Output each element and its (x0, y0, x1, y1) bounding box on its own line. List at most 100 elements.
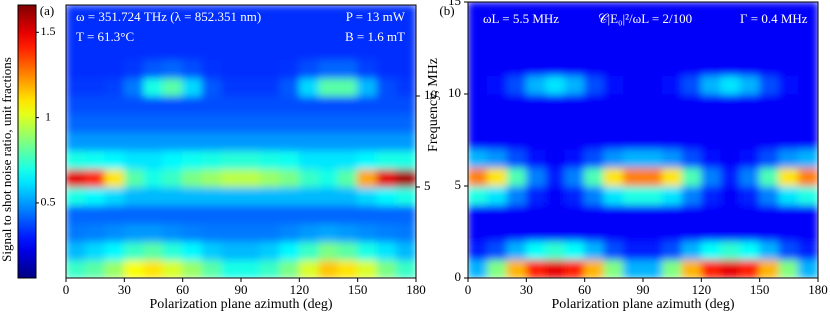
heatmap-cell (739, 167, 761, 187)
colorbar (17, 4, 37, 279)
heatmap-cell (376, 222, 398, 243)
heatmap-cell (396, 77, 416, 97)
heatmap-cell (642, 148, 663, 169)
heatmap-cell (259, 259, 281, 278)
heatmap-cell (182, 113, 203, 133)
heatmap-cell (603, 185, 625, 205)
heatmap-cell (525, 259, 547, 278)
heatmap-cell (143, 259, 164, 278)
heatmap-cell (468, 2, 488, 21)
heatmap-cell (778, 148, 800, 169)
heatmap-cell (506, 56, 527, 77)
heatmap-cell (318, 131, 339, 152)
heatmap-cell (182, 150, 203, 170)
heatmap-cell (201, 22, 223, 42)
heatmap-cell (739, 93, 761, 113)
heatmap-cell (279, 222, 300, 243)
heatmap-cell (778, 167, 800, 187)
colorbar-tick-label: 0.5 (41, 195, 56, 209)
heatmap-cell (798, 111, 818, 132)
annotation: T = 61.3°C (76, 29, 134, 44)
heatmap-cell (279, 186, 300, 206)
heatmap-cell (720, 19, 741, 40)
heatmap-cell (376, 204, 398, 224)
heatmap-cell (298, 59, 320, 79)
heatmap-cell (396, 59, 416, 79)
heatmap-cell (564, 148, 586, 169)
heatmap-cell (681, 130, 702, 150)
heatmap-cell (143, 131, 164, 152)
heatmap-cell (525, 203, 547, 224)
heatmap-cell (221, 5, 242, 24)
heatmap-cell (584, 75, 605, 95)
heatmap-cell (318, 59, 339, 79)
heatmap-cell (123, 131, 145, 152)
x-tick-label: 180 (808, 282, 828, 297)
heatmap-cell (357, 22, 378, 42)
heatmap-cell (506, 240, 527, 261)
heatmap-cell (66, 259, 86, 278)
heatmap-cell (661, 111, 683, 132)
heatmap-cell (337, 77, 359, 97)
heatmap-cell (396, 150, 416, 170)
heatmap-cell (240, 59, 261, 79)
heatmap-cell (279, 150, 300, 170)
annotation: 𝒞|E₀|²/ωL = 2/100 (598, 11, 692, 26)
heatmap-cell (623, 19, 644, 40)
heatmap-cell (623, 185, 644, 205)
heatmap-cell (545, 111, 566, 132)
heatmap-cell (143, 241, 164, 261)
heatmap-cell (700, 130, 722, 150)
annotation: Γ = 0.4 MHz (740, 11, 808, 26)
heatmap-cell (298, 259, 320, 278)
heatmap-cell (661, 203, 683, 224)
heatmap-cell (798, 93, 818, 113)
heatmap-cell (700, 203, 722, 224)
heatmap-cell (798, 222, 818, 242)
heatmap-cell (798, 148, 818, 169)
heatmap-cell (700, 56, 722, 77)
heatmap-cell (759, 75, 780, 95)
y-tick-label: 5 (424, 178, 431, 193)
heatmap-cell (778, 130, 800, 150)
heatmap-cell (545, 240, 566, 261)
heatmap-cell (778, 2, 800, 21)
heatmap-cell (603, 111, 625, 132)
heatmap-cell (778, 19, 800, 40)
heatmap-cell (525, 19, 547, 40)
heatmap-cell (759, 19, 780, 40)
heatmap-cell (545, 93, 566, 113)
heatmap-cell (123, 259, 145, 278)
heatmap-cell (584, 203, 605, 224)
heatmap-cell (104, 22, 125, 42)
heatmap-cell (104, 186, 125, 206)
heatmap-cell (104, 113, 125, 133)
heatmap-cell (104, 150, 125, 170)
y-tick-label: 10 (448, 85, 461, 100)
heatmap-cell (506, 111, 527, 132)
heatmap-cell (337, 59, 359, 79)
heatmap-cell (279, 131, 300, 152)
heatmap-cell (525, 75, 547, 95)
heatmap-cell (700, 167, 722, 187)
heatmap-cell (720, 185, 741, 205)
heatmap (66, 5, 416, 278)
heatmap-cell (162, 113, 184, 133)
heatmap-cell (603, 203, 625, 224)
heatmap-cell (123, 5, 145, 24)
heatmap-cell (759, 93, 780, 113)
heatmap-cell (739, 203, 761, 224)
y-tick-label: 0 (455, 269, 462, 284)
heatmap-cell (84, 59, 106, 79)
heatmap-cell (468, 203, 488, 224)
heatmap-cell (337, 259, 359, 278)
heatmap-cell (376, 77, 398, 97)
heatmap-cell (182, 77, 203, 97)
heatmap-cell (486, 19, 508, 40)
heatmap-cell (84, 150, 106, 170)
heatmap-cell (486, 93, 508, 113)
heatmap-cell (525, 240, 547, 261)
heatmap-cell (182, 95, 203, 115)
heatmap-cell (162, 168, 184, 188)
heatmap-cell (259, 59, 281, 79)
